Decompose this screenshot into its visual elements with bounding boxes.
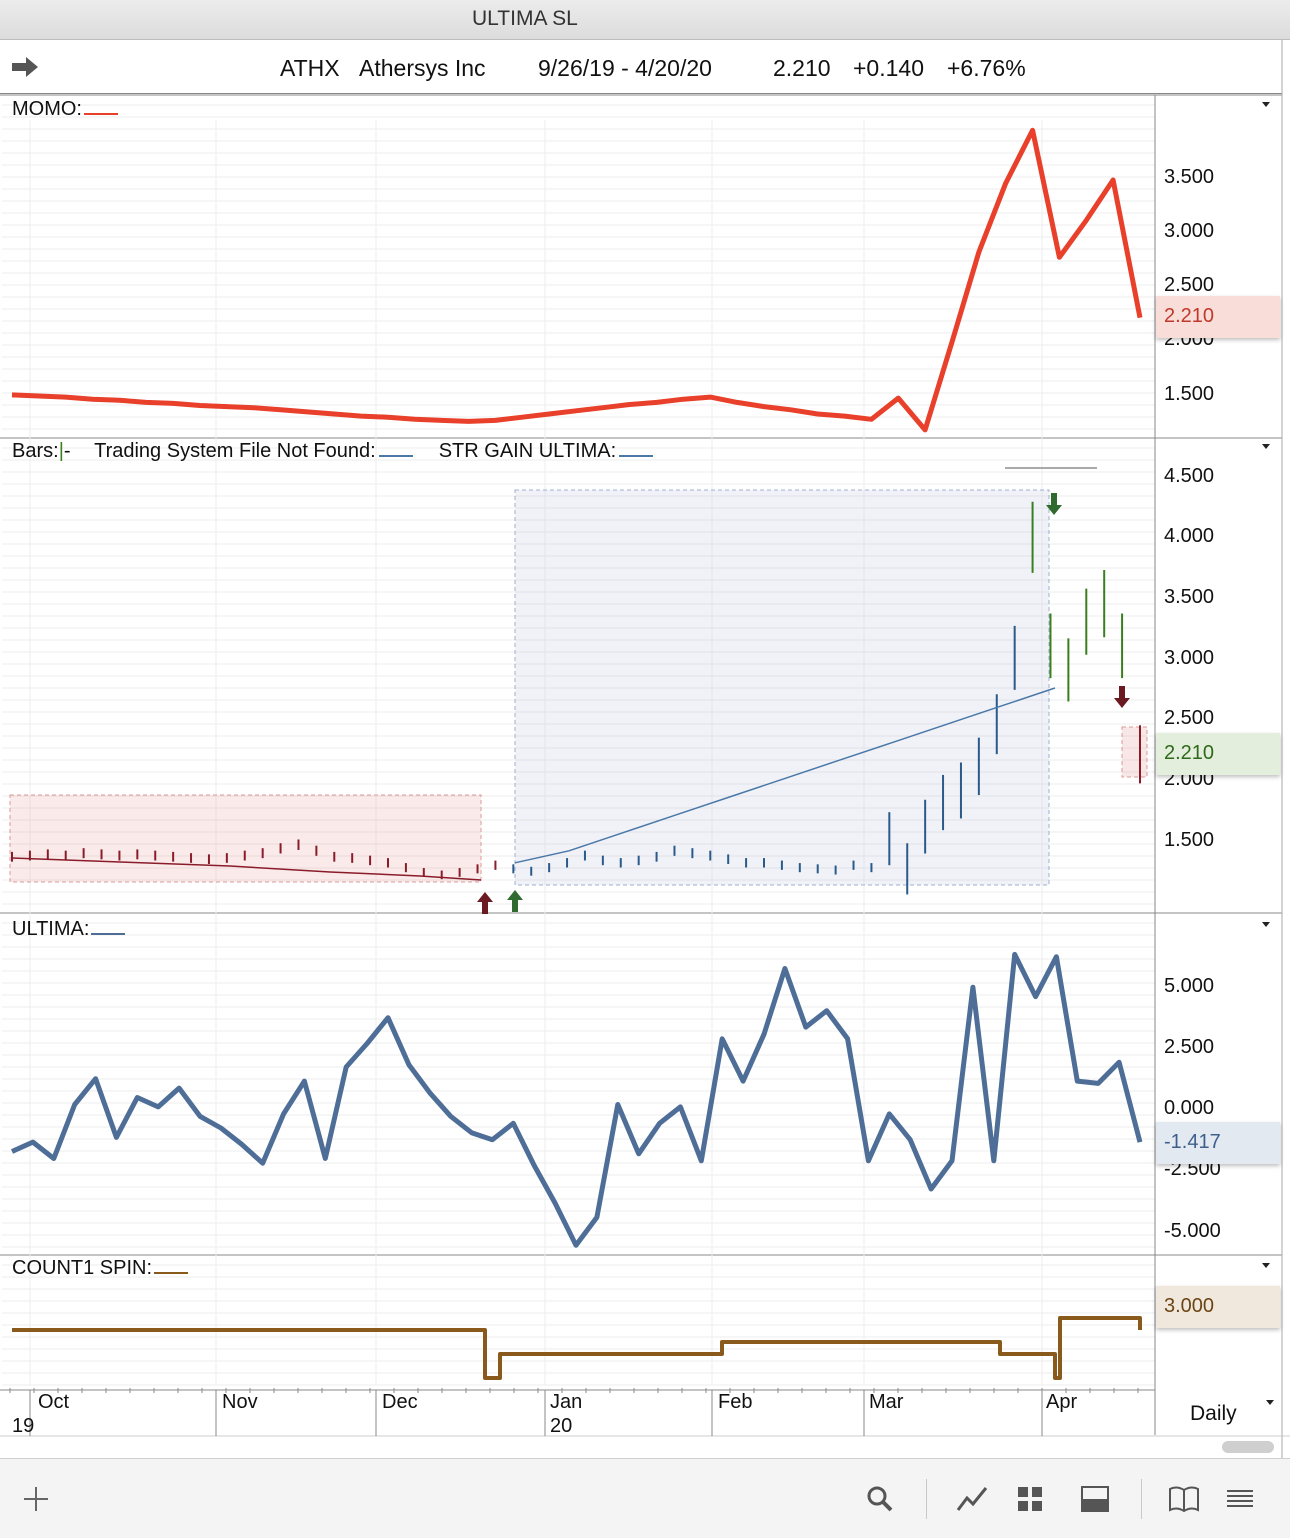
- date-range: 9/26/19 - 4/20/20: [538, 55, 712, 81]
- search-icon[interactable]: [860, 1479, 900, 1519]
- symbol-ticker: ATHX: [280, 55, 340, 81]
- x-month-label: Nov: [222, 1391, 258, 1413]
- count1-series-line: [12, 1316, 1142, 1380]
- chart-canvas[interactable]: [0, 0, 1290, 1458]
- x-year-label: 20: [550, 1415, 573, 1437]
- periodicity-selector[interactable]: Daily: [1190, 1402, 1237, 1425]
- bars-y-tick: 2.500: [1164, 707, 1215, 729]
- trading-system-legend: Trading System File Not Found:: [94, 440, 376, 462]
- str-gain-line: [514, 687, 1056, 864]
- ultima-y-tick: -5.000: [1164, 1220, 1221, 1242]
- short-position-region: [9, 794, 482, 883]
- forward-arrow-icon[interactable]: [10, 54, 40, 80]
- draw-icon[interactable]: [952, 1479, 992, 1519]
- ultima-pane-label: ULTIMA:: [12, 918, 126, 941]
- momo-pane-menu-icon[interactable]: [1262, 102, 1270, 107]
- horizontal-scrollbar[interactable]: [1222, 1441, 1274, 1453]
- bars-y-tick: 3.500: [1164, 586, 1215, 608]
- book-icon[interactable]: [1164, 1479, 1204, 1519]
- x-year-label: 19: [12, 1415, 35, 1437]
- panel-icon[interactable]: [1075, 1479, 1115, 1519]
- layout-icon[interactable]: [1010, 1479, 1050, 1519]
- periodicity-menu-icon[interactable]: [1266, 1400, 1274, 1405]
- bars-y-tick: 4.500: [1164, 465, 1215, 487]
- count1-pane-label: COUNT1 SPIN:: [12, 1257, 189, 1280]
- ultima-y-tick: 2.500: [1164, 1036, 1215, 1058]
- str-gain-legend: STR GAIN ULTIMA:: [438, 440, 617, 462]
- ultima-y-tick: 5.000: [1164, 975, 1215, 997]
- x-month-label: Feb: [718, 1391, 753, 1413]
- buy-to-cover-arrow: [477, 892, 493, 914]
- sell-short-arrow: [1114, 686, 1130, 708]
- sell-arrow: [1046, 493, 1062, 515]
- momo-y-tick: 1.500: [1164, 383, 1215, 405]
- symbol-info-bar: ATHX Athersys Inc 9/26/19 - 4/20/20 2.21…: [0, 40, 1282, 94]
- bars-last-value-badge: 2.210: [1156, 733, 1280, 775]
- bars-y-tick: 1.500: [1164, 829, 1215, 851]
- company-name: Athersys Inc: [359, 55, 486, 81]
- add-icon[interactable]: [16, 1479, 56, 1519]
- price-change-pct: +6.76%: [947, 55, 1026, 81]
- buy-arrow: [507, 890, 523, 912]
- price-change: +0.140: [853, 55, 924, 81]
- momo-pane-label: MOMO:: [12, 98, 118, 121]
- x-month-label: Dec: [382, 1391, 418, 1413]
- count1-pane-menu-icon[interactable]: [1262, 1263, 1270, 1268]
- bars-pane-menu-icon[interactable]: [1262, 444, 1270, 449]
- momo-y-tick: 2.500: [1164, 274, 1215, 296]
- x-month-label: Jan: [550, 1391, 583, 1413]
- momo-y-tick: 3.000: [1164, 220, 1215, 242]
- bars-pane-label: Bars:|- Trading System File Not Found: ST…: [12, 440, 654, 463]
- momo-y-tick: 3.500: [1164, 166, 1215, 188]
- x-month-label: Oct: [38, 1391, 70, 1413]
- menu-icon[interactable]: [1220, 1479, 1260, 1519]
- window-title: ULTIMA SL: [472, 7, 578, 30]
- ultima-pane-menu-icon[interactable]: [1262, 922, 1270, 927]
- exit-region: [1121, 726, 1148, 778]
- momo-last-value-badge: 2.210: [1156, 296, 1280, 338]
- bars-y-tick: 3.000: [1164, 647, 1215, 669]
- ultima-y-tick: 0.000: [1164, 1097, 1215, 1119]
- ultima-series-line: [10, 951, 1143, 1248]
- momo-series-line: [11, 127, 1143, 433]
- x-month-label: Apr: [1046, 1391, 1078, 1413]
- bottom-toolbar: [0, 1458, 1290, 1538]
- ultima-last-value-badge: -1.417: [1156, 1122, 1280, 1164]
- bars-y-tick: 4.000: [1164, 525, 1215, 547]
- count1-last-value-badge: 3.000: [1156, 1286, 1280, 1328]
- window-titlebar: ULTIMA SL: [0, 0, 1290, 40]
- last-price: 2.210: [773, 55, 831, 81]
- long-position-region: [514, 489, 1050, 886]
- x-month-label: Mar: [869, 1391, 904, 1413]
- short-stop-line: [11, 857, 482, 881]
